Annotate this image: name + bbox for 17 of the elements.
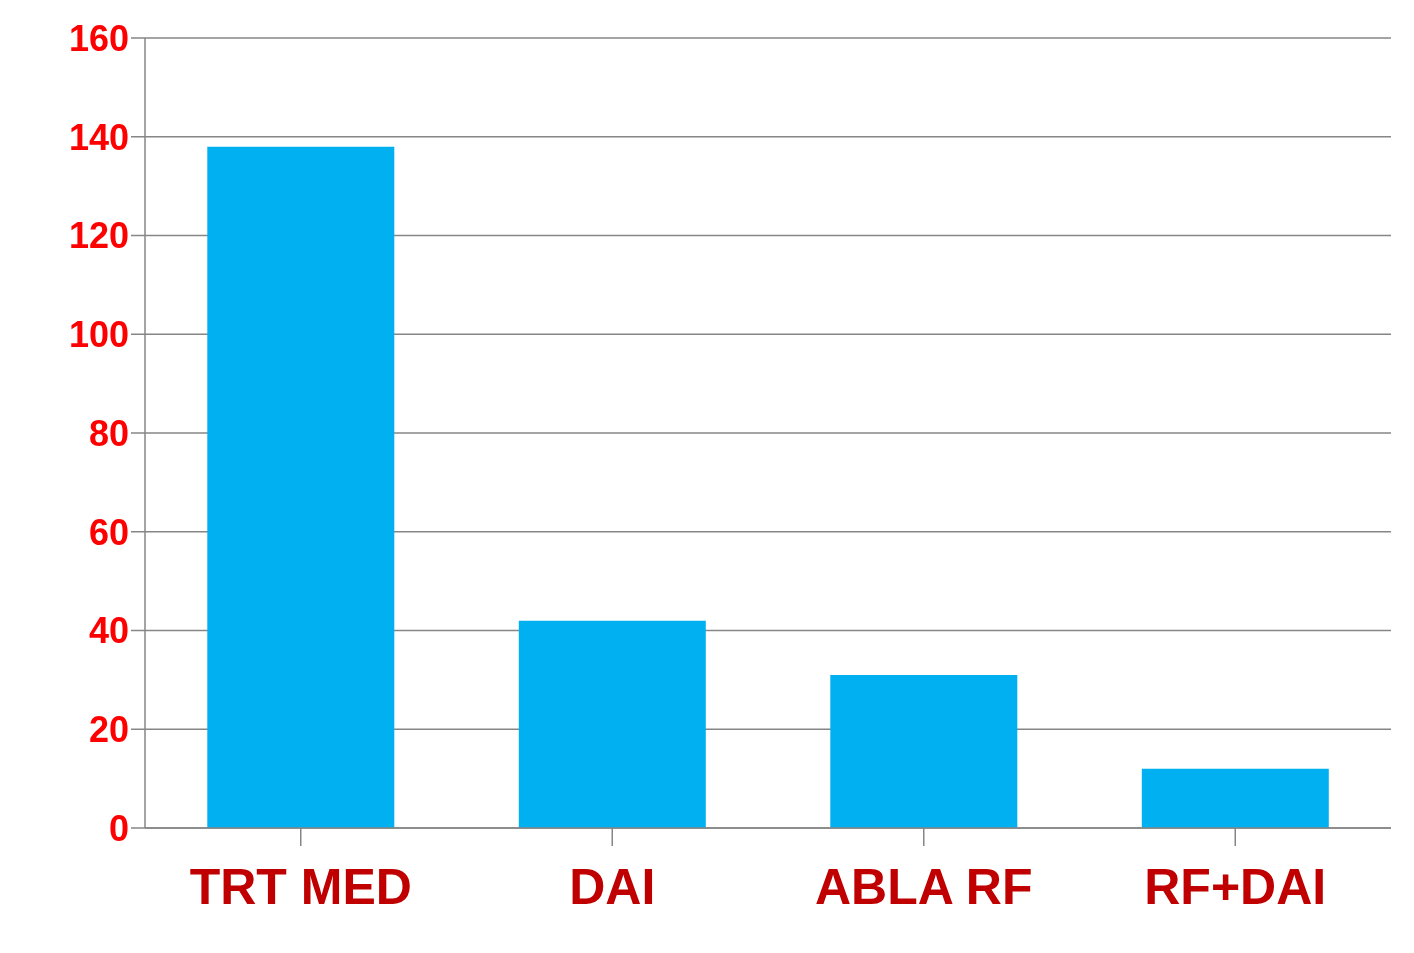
y-tick-label: 0 [108,807,129,849]
x-tick-label: RF+DAI [1144,858,1327,915]
y-tick-label: 100 [68,314,129,356]
y-tick-label: 20 [88,709,129,751]
bar [1141,768,1329,828]
x-tick-label: DAI [569,858,656,915]
y-tick-label: 160 [68,17,129,59]
x-tick-label: ABLA RF [814,858,1033,915]
y-tick-label: 80 [88,412,129,454]
y-tick-label: 140 [68,116,129,158]
bar [207,146,395,828]
y-tick-label: 40 [88,610,129,652]
bar [518,620,706,828]
bar [830,674,1018,828]
x-tick-label: TRT MED [189,858,412,915]
y-tick-label: 120 [68,215,129,257]
y-tick-label: 60 [88,511,129,553]
